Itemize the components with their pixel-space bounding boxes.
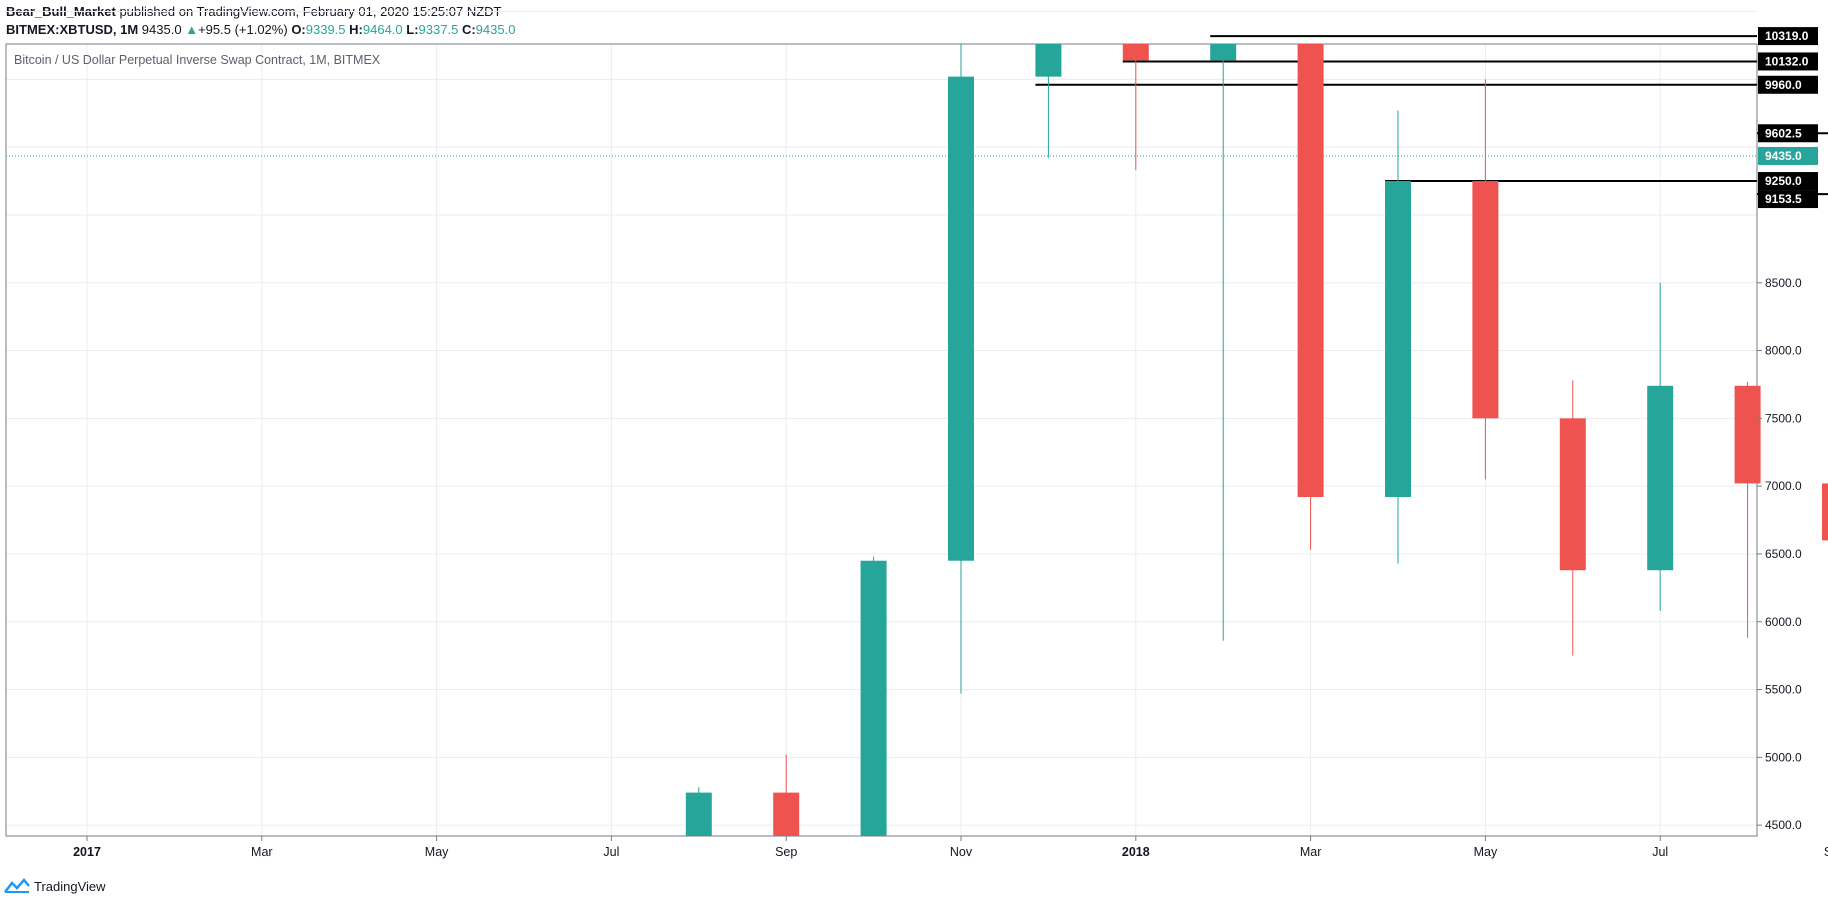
x-tick-label: May: [425, 845, 449, 859]
price-label-bg: [1758, 146, 1818, 165]
last-price: 9435.0: [141, 22, 182, 37]
candle-body: [1297, 44, 1324, 497]
price-labels: 10761.010319.010132.09960.09602.59435.09…: [1758, 27, 1818, 209]
price-label: 10319.0: [1765, 29, 1809, 43]
candle-body: [1472, 181, 1499, 419]
price-label: 9250.0: [1765, 174, 1802, 188]
price-label-bg: [1758, 27, 1818, 46]
candle-body: [685, 792, 712, 836]
candle-body: [860, 560, 887, 836]
y-tick-label: 7000.0: [1765, 479, 1802, 493]
candle-body: [948, 76, 974, 561]
y-tick-label: 6500.0: [1765, 547, 1802, 561]
price-label: 9435.0: [1765, 149, 1802, 163]
candle-body: [773, 792, 800, 836]
chart-header: Bear_Bull_Market published on TradingVie…: [6, 3, 515, 39]
low-value: 9337.5: [418, 22, 459, 37]
x-tick-label: Mar: [251, 845, 273, 859]
high-value: 9464.0: [362, 22, 403, 37]
y-tick-label: 8500.0: [1765, 276, 1802, 290]
tradingview-brand[interactable]: TradingView: [34, 878, 106, 894]
price-label: 9153.5: [1765, 192, 1802, 206]
low-label: L:: [406, 22, 419, 37]
candle-body: [1559, 418, 1586, 571]
x-tick-label: Mar: [1300, 845, 1322, 859]
chart-title: Bitcoin / US Dollar Perpetual Inverse Sw…: [14, 53, 381, 67]
candlesticks: [685, 44, 1828, 836]
y-tick-label: 7500.0: [1765, 411, 1802, 425]
x-tick-label: May: [1474, 845, 1498, 859]
candle-body: [1035, 44, 1062, 77]
ohlc-line: BITMEX:XBTUSD, 1M 9435.0 ▲+95.5 (+1.02%)…: [6, 21, 515, 39]
price-label-bg: [1758, 52, 1818, 71]
x-tick-label: Jul: [603, 845, 619, 859]
price-chart[interactable]: Bitcoin / US Dollar Perpetual Inverse Sw…: [0, 0, 1828, 872]
time-axis[interactable]: 2017MarMayJulSepNov2018MarMayJulSepNov20…: [73, 836, 1828, 859]
footer: TradingView: [4, 876, 106, 896]
price-axis[interactable]: 4500.0 5000.0 5500.0 6000.0 6500.0 7000.0 7500…: [1757, 0, 1809, 832]
grid-lines: [6, 11, 1757, 836]
candle-body: [1734, 385, 1761, 484]
change-arrow-icon: ▲: [185, 22, 199, 37]
y-tick-label: 6000.0: [1765, 615, 1802, 629]
y-tick-label: 4500.0: [1765, 818, 1802, 832]
x-tick-label: Nov: [950, 845, 973, 859]
price-label: 10132.0: [1765, 54, 1809, 68]
y-tick-label: 5000.0: [1765, 750, 1802, 764]
open-label: O:: [291, 22, 306, 37]
support-resistance-lines: [6, 35, 1828, 196]
x-tick-label: 2017: [73, 845, 101, 859]
candle-body: [1822, 483, 1828, 541]
open-value: 9339.5: [305, 22, 346, 37]
tradingview-logo-icon: [4, 878, 30, 893]
x-tick-label: Sep: [775, 845, 797, 859]
candle-body: [1647, 385, 1674, 571]
price-label: 9960.0: [1765, 78, 1802, 92]
symbol-label: BITMEX:XBTUSD, 1M: [6, 22, 139, 37]
candle-body: [1210, 44, 1237, 61]
price-label: 9602.5: [1765, 126, 1802, 140]
close-label: C:: [461, 22, 476, 37]
price-label-bg: [1758, 75, 1818, 94]
price-label-bg: [1758, 172, 1818, 191]
y-tick-label: 5500.0: [1765, 683, 1802, 697]
x-tick-label: 2018: [1122, 845, 1150, 859]
price-label-bg: [1758, 124, 1818, 143]
candle-body: [1385, 181, 1411, 497]
x-tick-label: Jul: [1652, 845, 1668, 859]
price-label-bg: [1758, 190, 1818, 209]
y-tick-label: 8000.0: [1765, 344, 1802, 358]
candle-body: [1122, 44, 1149, 61]
change-value: +95.5 (+1.02%): [198, 22, 288, 37]
close-value: 9435.0: [475, 22, 516, 37]
x-tick-label: Sep: [1824, 845, 1828, 859]
high-label: H:: [349, 22, 363, 37]
